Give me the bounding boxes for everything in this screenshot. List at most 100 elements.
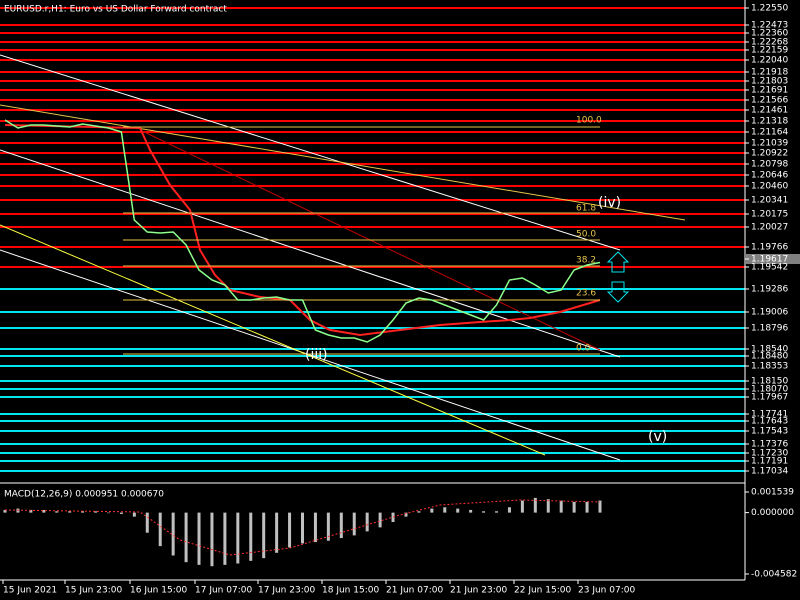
macd-bar xyxy=(482,511,486,513)
wave-label: (iii) xyxy=(305,347,328,363)
arrow-up xyxy=(606,251,630,273)
trendline xyxy=(0,104,686,221)
macd-bar xyxy=(469,509,473,513)
macd-bar xyxy=(339,512,343,539)
price-label: 1.21164 xyxy=(751,128,788,138)
macd-bar xyxy=(507,507,511,513)
macd-bar xyxy=(598,500,602,513)
fib-label: 0.0 xyxy=(576,344,591,354)
price-label: 1.20922 xyxy=(751,149,788,159)
time-label: 17 Jun 23:00 xyxy=(258,586,315,596)
price-label: 1.22040 xyxy=(751,56,788,66)
time-label: 16 Jun 15:00 xyxy=(130,586,187,596)
price-label: 1.18070 xyxy=(751,385,788,395)
price-label: 1.18150 xyxy=(751,377,788,387)
time-label: 22 Jun 15:00 xyxy=(514,586,571,596)
macd-bar xyxy=(288,512,292,548)
macd-bar xyxy=(29,509,33,513)
macd-bar xyxy=(546,499,550,513)
macd-bar xyxy=(249,512,253,561)
trendline xyxy=(0,149,621,358)
fib-label: 61.8 xyxy=(576,204,596,214)
price-label: 1.17034 xyxy=(751,467,788,477)
macd-bar xyxy=(42,509,46,513)
macd-bar xyxy=(391,512,395,522)
macd-bar xyxy=(572,501,576,513)
macd-bar xyxy=(275,512,279,553)
price-label: 1.17376 xyxy=(751,440,788,450)
price-label: 1.17230 xyxy=(751,449,788,459)
macd-bar xyxy=(184,512,188,563)
wave-label: (iv) xyxy=(598,195,621,211)
time-label: 21 Jun 07:00 xyxy=(386,586,443,596)
macd-bar xyxy=(158,512,162,547)
time-label: 15 Jun 2021 xyxy=(3,586,57,596)
price-label: 1.20460 xyxy=(751,182,788,192)
macd-bar xyxy=(443,507,447,513)
trendline xyxy=(0,224,546,456)
arrow-down xyxy=(606,281,630,303)
fibonacci: 100.0 61.8 50.0 38.2 23.6 0.0 xyxy=(123,116,602,355)
macd-bar xyxy=(145,512,149,533)
time-label: 21 Jun 23:00 xyxy=(450,586,507,596)
macd-pane: 0.001539 0.000000 -0.004582 xyxy=(3,488,797,580)
price-label: 1.19286 xyxy=(751,285,788,295)
moving-average xyxy=(4,124,601,337)
wave-label: (v) xyxy=(648,429,667,445)
time-label: 17 Jun 07:00 xyxy=(195,586,252,596)
macd-signal xyxy=(4,499,601,556)
price-label: 1.20341 xyxy=(751,196,788,206)
window-title: EURUSD.r,H1: Euro vs US Dollar Forward c… xyxy=(4,5,227,15)
macd-bar xyxy=(81,511,85,513)
macd-bar xyxy=(430,508,434,513)
macd-bar xyxy=(495,511,499,513)
time-label: 18 Jun 15:00 xyxy=(322,586,379,596)
price-label: 1.17191 xyxy=(751,457,788,467)
price-label: 1.21803 xyxy=(751,77,788,87)
price-label: 1.18540 xyxy=(751,345,788,355)
macd-bar xyxy=(585,501,589,513)
macd-bar xyxy=(68,511,72,513)
price-label: 1.18480 xyxy=(751,352,788,362)
macd-bar xyxy=(533,497,537,513)
fib-label: 50.0 xyxy=(576,230,596,240)
price-label: 1.17741 xyxy=(751,410,788,420)
price-label: 1.17643 xyxy=(751,417,788,427)
time-label: 15 Jun 23:00 xyxy=(65,586,122,596)
macd-bar xyxy=(352,512,356,536)
macd-bar xyxy=(520,500,524,513)
trendlines xyxy=(0,54,686,461)
macd-bar xyxy=(378,512,382,528)
macd-bar xyxy=(94,511,98,513)
macd-bar xyxy=(313,512,317,543)
time-axis: 15 Jun 2021 15 Jun 23:00 16 Jun 15:00 17 Ju… xyxy=(2,580,635,596)
price-label: 1.19766 xyxy=(751,243,788,253)
price-label: 1.20798 xyxy=(751,160,788,170)
price-label: 1.17967 xyxy=(751,393,788,403)
price-label: 1.19542 xyxy=(751,263,788,273)
macd-tick-label: 0.001539 xyxy=(751,488,794,498)
price-label: 1.22473 xyxy=(751,21,788,31)
price-label: 1.22550 xyxy=(751,4,788,14)
fib-label: 38.2 xyxy=(576,256,596,266)
macd-bar xyxy=(301,512,304,544)
price-label: 1.20646 xyxy=(751,171,788,181)
price-label: 1.18353 xyxy=(751,362,788,372)
macd-bar xyxy=(404,512,408,517)
macd-bar xyxy=(132,512,136,517)
price-label: 1.22159 xyxy=(751,46,788,56)
current-price-box xyxy=(746,254,800,264)
price-label: 1.21918 xyxy=(751,68,788,78)
plot xyxy=(4,119,601,343)
macd-bar xyxy=(223,512,227,565)
price-label: 1.21039 xyxy=(751,139,788,149)
macd-bar xyxy=(210,512,214,567)
price-label: 1.19006 xyxy=(751,308,788,318)
price-label: 1.19617 xyxy=(751,255,788,265)
macd-bar xyxy=(55,511,59,513)
macd-bar xyxy=(119,512,123,514)
macd-label: MACD(12,26,9) 0.000951 0.000670 xyxy=(4,490,164,500)
price-label: 1.22268 xyxy=(751,38,788,48)
macd-bar xyxy=(326,512,330,541)
